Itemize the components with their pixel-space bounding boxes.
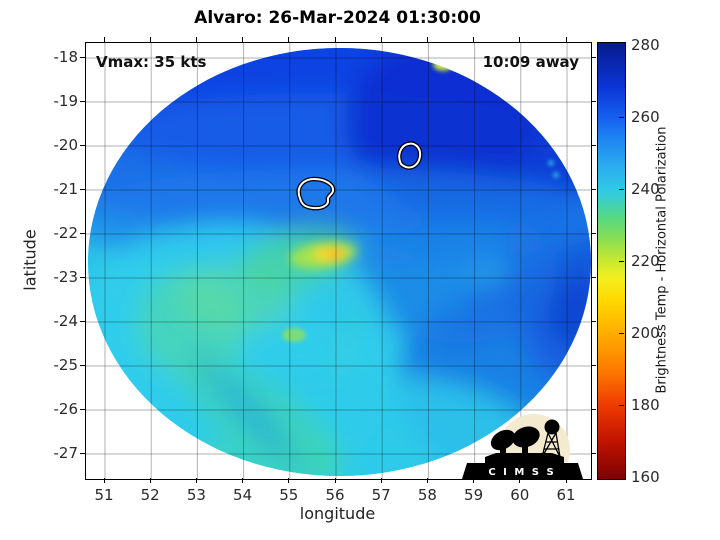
y-tick-mark-right: [591, 100, 596, 102]
gridlines: [86, 43, 591, 479]
plot-area: C I M S S Vmax: 35 kts 10:09 away: [85, 42, 592, 480]
colorbar-tick-mark: [619, 260, 624, 262]
colorbar-tick-mark: [619, 332, 624, 334]
y-tick-label: -22: [53, 224, 79, 242]
convective-burst: [289, 241, 357, 269]
edge-speck: [433, 59, 453, 71]
colorbar-tick-label: 180: [631, 396, 660, 414]
x-tick-mark-top: [195, 37, 197, 42]
colorbar-tick-label: 280: [631, 36, 660, 54]
x-tick-mark: [103, 478, 105, 483]
x-tick-mark-top: [149, 37, 151, 42]
y-tick-mark: [80, 408, 85, 410]
x-tick-mark-top: [334, 37, 336, 42]
colorbar-tick-mark: [619, 116, 624, 118]
x-axis-label: longitude: [299, 504, 376, 523]
x-tick-mark: [195, 478, 197, 483]
colorbar-tick-label: 200: [631, 324, 660, 342]
y-tick-label: -19: [53, 92, 79, 110]
time-away-annotation: 10:09 away: [482, 53, 579, 71]
x-tick-mark-top: [565, 37, 567, 42]
x-tick-mark: [380, 478, 382, 483]
x-tick-label: 58: [417, 486, 437, 504]
x-tick-label: 51: [94, 486, 114, 504]
y-tick-mark-right: [591, 56, 596, 58]
satellite-dishes-icon: [485, 426, 564, 464]
x-tick-mark: [149, 478, 151, 483]
x-tick-mark: [565, 478, 567, 483]
colorbar-tick-mark: [619, 188, 624, 190]
figure-title: Alvaro: 26-Mar-2024 01:30:00: [194, 8, 481, 28]
cimss-logo: C I M S S: [462, 414, 583, 479]
y-tick-mark: [80, 232, 85, 234]
x-tick-label: 60: [510, 486, 530, 504]
cimss-banner: [462, 463, 583, 479]
x-tick-mark-top: [380, 37, 382, 42]
x-tick-mark-top: [288, 37, 290, 42]
colorbar-tick-mark: [619, 404, 624, 406]
y-tick-mark: [80, 56, 85, 58]
contour-2: [398, 142, 422, 169]
x-tick-label: 55: [279, 486, 299, 504]
green-speck: [282, 328, 306, 342]
swath-raster: [88, 48, 591, 476]
x-tick-mark: [242, 478, 244, 483]
y-tick-mark: [80, 276, 85, 278]
x-tick-label: 54: [233, 486, 253, 504]
y-tick-mark-right: [591, 232, 596, 234]
y-tick-label: -20: [53, 136, 79, 154]
y-tick-mark-right: [591, 408, 596, 410]
y-tick-label: -26: [53, 400, 79, 418]
y-tick-mark-right: [591, 320, 596, 322]
x-tick-label: 53: [186, 486, 206, 504]
colorbar-tick-label: 260: [631, 108, 660, 126]
y-tick-mark: [80, 100, 85, 102]
x-tick-mark: [426, 478, 428, 483]
y-tick-mark-right: [591, 144, 596, 146]
colorbar-tick-label: 220: [631, 252, 660, 270]
y-tick-mark-right: [591, 452, 596, 454]
x-tick-mark: [473, 478, 475, 483]
y-tick-label: -24: [53, 312, 79, 330]
x-tick-mark-top: [519, 37, 521, 42]
x-tick-mark-top: [426, 37, 428, 42]
y-tick-mark: [80, 452, 85, 454]
x-tick-label: 61: [556, 486, 576, 504]
x-tick-label: 56: [325, 486, 345, 504]
y-tick-mark-right: [591, 188, 596, 190]
colorbar-tick-label: 160: [631, 468, 660, 486]
y-tick-mark: [80, 320, 85, 322]
overlay-contours: [296, 141, 423, 211]
x-tick-mark: [519, 478, 521, 483]
vmax-annotation: Vmax: 35 kts: [96, 53, 207, 71]
x-tick-mark-top: [473, 37, 475, 42]
x-tick-label: 52: [140, 486, 160, 504]
x-tick-mark-top: [242, 37, 244, 42]
cimss-banner-text: C I M S S: [488, 467, 555, 478]
x-tick-mark-top: [103, 37, 105, 42]
y-tick-mark: [80, 144, 85, 146]
x-tick-label: 59: [464, 486, 484, 504]
x-tick-mark: [288, 478, 290, 483]
water-tower-icon: [541, 419, 561, 458]
y-tick-mark: [80, 188, 85, 190]
y-tick-mark-right: [591, 276, 596, 278]
y-tick-label: -21: [53, 180, 79, 198]
satellite-image-svg: C I M S S: [86, 43, 591, 479]
colorbar-tick-label: 240: [631, 180, 660, 198]
y-tick-label: -18: [53, 48, 79, 66]
x-tick-mark: [334, 478, 336, 483]
y-tick-label: -23: [53, 268, 79, 286]
y-tick-label: -27: [53, 444, 79, 462]
y-tick-mark: [80, 364, 85, 366]
y-tick-mark-right: [591, 364, 596, 366]
y-tick-label: -25: [53, 356, 79, 374]
contour-1: [297, 178, 335, 210]
x-tick-label: 57: [371, 486, 391, 504]
